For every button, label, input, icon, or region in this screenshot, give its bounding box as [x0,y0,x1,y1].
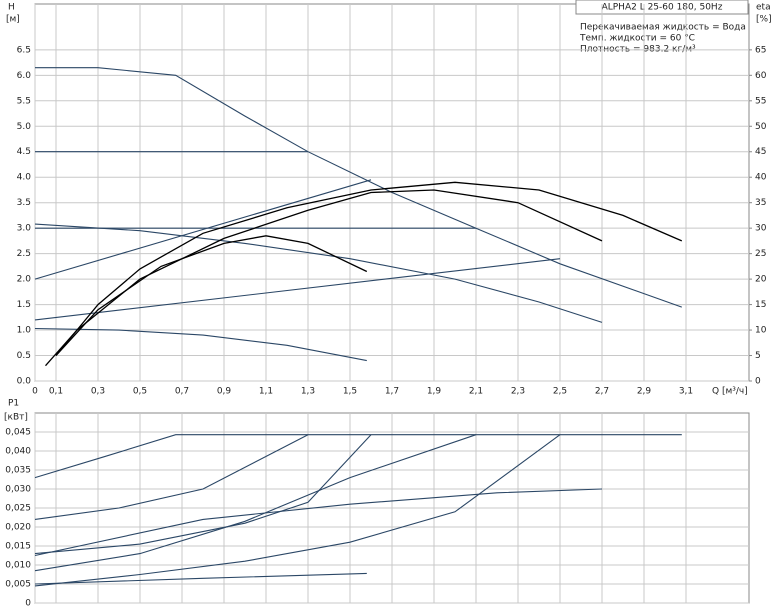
x-tick-label: 2,3 [511,387,525,397]
y2-tick-label: 30 [755,224,767,234]
y2-tick-label: 10 [755,326,767,336]
annotation: Темп. жидкости = 60 °C [579,34,695,44]
y-tick-label: 1.5 [17,300,31,310]
x-tick-label: 0,7 [175,387,189,397]
y2-tick-label: 25 [755,249,766,259]
x-tick-label: 1,3 [301,387,315,397]
curve [34,179,372,280]
curve [34,223,603,323]
y-tick-label: 0,045 [5,428,31,438]
curve [45,189,603,367]
y-tick-label: 0,020 [5,523,31,533]
x-tick-label: 0,5 [133,387,147,397]
curve [55,181,683,356]
curve [34,488,603,557]
y2-tick-label: 15 [755,300,766,310]
x-tick-label: 1,9 [427,387,442,397]
y-tick-label: 3.0 [17,224,32,234]
y2-label: eta [756,3,771,13]
x-tick-label: 2,9 [637,387,652,397]
x-tick-label: 2,7 [595,387,609,397]
x-tick-label: 0 [32,387,38,397]
y-tick-label: 2.0 [17,275,32,285]
title-box [575,0,749,15]
y-tick-label: 3.5 [17,198,31,208]
y-tick-label: 5.0 [17,122,32,132]
curve [35,67,682,308]
y2-tick-label: 40 [755,173,767,183]
y-tick-label: 6.0 [17,71,32,81]
y2-tick-label: 50 [755,122,767,132]
x-tick-label: 2,5 [553,387,567,397]
x-tick-label: 2,1 [469,387,483,397]
curve [34,572,367,585]
y2-tick-label: 0 [755,377,761,387]
y2-tick-label: 35 [755,198,766,208]
y2-unit: [%] [756,15,772,25]
x-tick-label: 1,1 [259,387,273,397]
x-tick-label: 1,5 [343,387,357,397]
curve [34,434,682,479]
y-tick-label: 0,010 [5,561,31,571]
curve [34,434,477,572]
y2-tick-label: 5 [755,351,761,361]
y2-tick-label: 45 [755,147,766,157]
curve [34,434,372,555]
y-tick-label: 4.0 [17,173,32,183]
y-tick-label: 0,015 [5,542,31,552]
curve [34,434,561,587]
x-tick-label: 3,1 [679,387,693,397]
y-label: P1 [8,399,19,409]
x-label: Q [м³/ч] [712,387,748,397]
y-tick-label: 0,005 [5,580,31,590]
curve [34,327,367,362]
y-tick-label: 0 [25,599,31,609]
x-tick-label: 0,1 [49,387,63,397]
y2-tick-label: 65 [755,45,766,55]
x-tick-label: 0,9 [217,387,232,397]
y-tick-label: 0,025 [5,504,31,514]
y-tick-label: 4.5 [17,147,31,157]
y-unit: [кВт] [4,413,28,423]
annotation: Перекачиваемая жидкость = Вода [580,23,746,33]
y-label: H [8,3,15,13]
x-tick-label: 1,7 [385,387,399,397]
y-tick-label: 0,040 [5,447,31,457]
y-tick-label: 0,030 [5,485,31,495]
y-tick-label: 0.0 [17,377,32,387]
y2-tick-label: 20 [755,275,767,285]
y-tick-label: 2.5 [17,249,31,259]
curve [34,258,561,321]
y2-tick-label: 60 [755,71,767,81]
chart-title: ALPHA2 L 25-60 180, 50Hz [602,3,723,13]
x-tick-label: 0,3 [91,387,105,397]
y-tick-label: 5.5 [17,96,31,106]
y-tick-label: 0.5 [17,351,31,361]
curve [34,434,309,520]
y-unit: [м] [6,15,20,25]
curve [55,235,368,356]
y-tick-label: 0,035 [5,466,31,476]
y-tick-label: 6.5 [17,45,31,55]
y2-tick-label: 55 [755,96,766,106]
y-tick-label: 1.0 [17,326,32,336]
